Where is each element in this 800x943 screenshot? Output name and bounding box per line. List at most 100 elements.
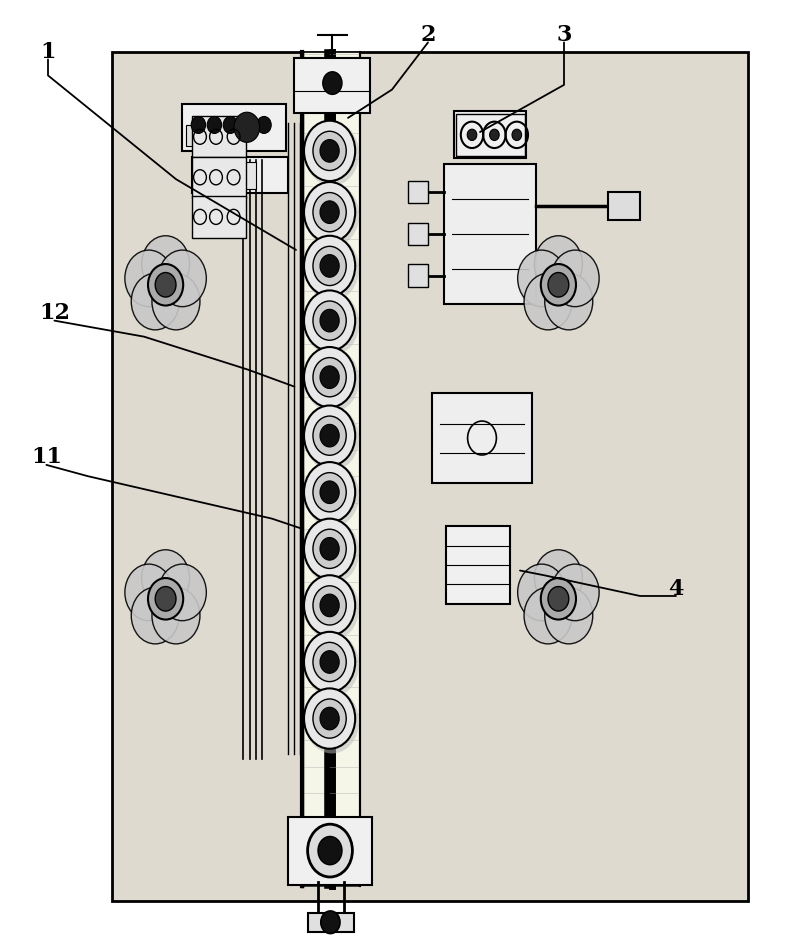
Circle shape [548, 587, 569, 611]
Circle shape [304, 688, 355, 749]
Circle shape [155, 587, 176, 611]
Bar [308, 913, 354, 932]
Circle shape [320, 140, 339, 162]
Circle shape [305, 463, 359, 527]
Circle shape [313, 642, 346, 682]
Circle shape [125, 250, 173, 306]
Bar [294, 58, 370, 113]
Bar [456, 114, 525, 156]
Circle shape [545, 587, 593, 644]
Circle shape [305, 689, 359, 753]
Circle shape [313, 586, 346, 625]
Text: 1: 1 [40, 41, 56, 63]
Circle shape [304, 632, 355, 692]
Circle shape [304, 519, 355, 579]
Circle shape [313, 472, 346, 512]
Circle shape [548, 273, 569, 297]
Circle shape [305, 183, 359, 247]
Bar [408, 264, 428, 287]
Circle shape [541, 578, 576, 620]
Circle shape [524, 273, 572, 330]
Circle shape [313, 529, 346, 569]
Circle shape [318, 836, 342, 865]
Circle shape [313, 246, 346, 286]
Bar [240, 162, 256, 189]
Bar [446, 526, 510, 604]
Bar [192, 116, 246, 157]
Bar [302, 52, 360, 886]
Bar [186, 125, 222, 146]
Circle shape [131, 587, 179, 644]
Circle shape [223, 117, 238, 134]
Circle shape [320, 707, 339, 730]
Circle shape [320, 255, 339, 277]
Circle shape [142, 550, 190, 606]
Circle shape [320, 309, 339, 332]
Circle shape [320, 424, 339, 447]
Circle shape [308, 824, 352, 877]
Circle shape [152, 587, 200, 644]
Circle shape [518, 564, 566, 620]
Text: 2: 2 [420, 24, 436, 46]
Circle shape [320, 651, 339, 673]
Circle shape [207, 117, 222, 134]
Circle shape [305, 520, 359, 584]
Circle shape [142, 236, 190, 292]
Bar [192, 196, 246, 238]
Circle shape [152, 273, 200, 330]
Bar [182, 104, 286, 151]
Bar [408, 181, 428, 204]
Circle shape [518, 250, 566, 306]
Circle shape [304, 462, 355, 522]
Circle shape [257, 117, 271, 134]
Circle shape [304, 182, 355, 242]
Circle shape [321, 911, 340, 934]
Circle shape [234, 112, 260, 142]
Circle shape [191, 117, 206, 134]
Text: 3: 3 [556, 24, 572, 46]
Circle shape [313, 131, 346, 171]
Circle shape [534, 550, 582, 606]
Circle shape [313, 357, 346, 397]
Circle shape [304, 405, 355, 466]
Circle shape [545, 273, 593, 330]
Circle shape [304, 290, 355, 351]
Bar [200, 162, 216, 189]
Circle shape [148, 264, 183, 306]
Bar [444, 164, 536, 304]
Circle shape [304, 121, 355, 181]
Circle shape [148, 578, 183, 620]
Bar [432, 393, 532, 483]
Circle shape [490, 129, 499, 141]
Circle shape [158, 564, 206, 620]
Circle shape [320, 366, 339, 389]
Circle shape [551, 564, 599, 620]
Circle shape [304, 575, 355, 636]
Circle shape [304, 236, 355, 296]
Text: 4: 4 [668, 578, 684, 601]
Circle shape [241, 117, 255, 134]
Circle shape [313, 301, 346, 340]
Circle shape [313, 192, 346, 232]
Text: 11: 11 [31, 446, 62, 469]
Circle shape [313, 416, 346, 455]
Circle shape [320, 538, 339, 560]
Circle shape [313, 699, 346, 738]
Circle shape [305, 576, 359, 640]
Circle shape [304, 347, 355, 407]
Circle shape [155, 273, 176, 297]
Bar [192, 157, 246, 198]
Bar [192, 157, 288, 193]
Circle shape [320, 481, 339, 504]
Circle shape [467, 129, 477, 141]
Bar [112, 52, 748, 901]
Circle shape [158, 250, 206, 306]
Circle shape [305, 291, 359, 356]
Bar [408, 223, 428, 245]
Circle shape [524, 587, 572, 644]
Circle shape [322, 72, 342, 94]
Circle shape [305, 633, 359, 697]
Circle shape [320, 201, 339, 223]
Bar [220, 162, 236, 189]
Circle shape [320, 594, 339, 617]
